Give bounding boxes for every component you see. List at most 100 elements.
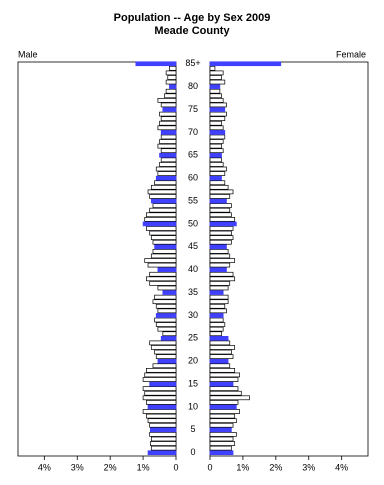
x-tick-label: 2%	[104, 462, 117, 472]
bar	[162, 331, 177, 337]
bar	[157, 143, 177, 149]
x-tick-label: 1%	[137, 462, 150, 472]
bar	[157, 171, 177, 176]
bar	[209, 285, 229, 291]
bar	[149, 381, 177, 387]
bar	[209, 134, 226, 140]
age-label: 70	[188, 127, 198, 137]
bar	[209, 317, 224, 323]
bar	[144, 372, 177, 378]
bar	[209, 436, 234, 442]
bar	[209, 70, 224, 76]
bar	[155, 303, 177, 309]
bar	[169, 65, 177, 71]
bar	[155, 313, 177, 318]
bar	[146, 212, 177, 218]
bar	[209, 409, 240, 414]
bar	[149, 271, 177, 277]
age-label: 65	[188, 150, 198, 160]
bar	[209, 377, 239, 382]
chart-subtitle: Meade County	[154, 25, 230, 37]
bar	[209, 125, 224, 131]
age-label: 15	[188, 378, 198, 388]
bar	[154, 180, 177, 186]
bar	[209, 450, 234, 456]
bar	[152, 299, 177, 305]
bar	[209, 198, 227, 204]
bar	[209, 189, 234, 195]
bar	[209, 281, 231, 286]
bar	[160, 130, 177, 135]
bar	[167, 75, 177, 80]
age-label: 85+	[185, 58, 200, 68]
bar	[142, 409, 177, 414]
bar	[209, 207, 231, 213]
bar	[209, 203, 232, 208]
bar	[209, 345, 236, 350]
bar	[149, 194, 177, 199]
bar	[209, 418, 237, 424]
bar	[147, 189, 177, 195]
bar	[209, 340, 231, 346]
bar	[209, 299, 229, 305]
x-tick-label: 2%	[269, 462, 282, 472]
bar	[147, 404, 177, 410]
age-label: 55	[188, 195, 198, 205]
bar	[149, 427, 177, 433]
bar	[157, 125, 177, 131]
bar	[209, 221, 237, 227]
bar	[209, 427, 232, 433]
bar	[209, 226, 234, 231]
bar	[152, 249, 177, 254]
bar	[209, 400, 239, 405]
bar	[160, 102, 177, 108]
bar	[209, 212, 232, 218]
age-label: 45	[188, 241, 198, 251]
legend-male: Male	[18, 49, 38, 59]
bar	[150, 445, 177, 451]
bar	[209, 354, 234, 359]
bar	[159, 162, 177, 167]
bar	[209, 313, 224, 318]
bar	[165, 88, 177, 94]
bar	[144, 390, 177, 396]
bar	[160, 134, 177, 140]
age-label: 10	[188, 401, 198, 411]
bar	[147, 418, 177, 424]
bar	[209, 88, 221, 94]
bar	[209, 148, 224, 154]
bar	[146, 276, 177, 282]
bar	[209, 267, 227, 273]
bar	[155, 166, 177, 172]
bar	[149, 230, 177, 236]
bar	[159, 139, 177, 144]
bar	[147, 262, 177, 268]
age-label: 20	[188, 356, 198, 366]
bar	[209, 216, 236, 222]
bar	[209, 386, 239, 391]
bar	[209, 253, 231, 259]
age-label: 60	[188, 173, 198, 183]
x-tick-label: 4%	[38, 462, 51, 472]
bar	[209, 308, 227, 314]
bar	[157, 267, 177, 273]
bar	[209, 143, 222, 149]
bar	[152, 203, 177, 208]
bar	[160, 148, 177, 154]
bar	[159, 111, 177, 117]
age-label: 5	[190, 424, 195, 434]
bar	[209, 120, 222, 126]
bar	[157, 308, 177, 314]
bar	[209, 107, 226, 112]
bar	[209, 180, 226, 186]
bar	[165, 70, 177, 76]
x-tick-label: 1%	[236, 462, 249, 472]
bar	[159, 120, 177, 126]
age-label: 80	[188, 81, 198, 91]
bar	[209, 441, 236, 446]
bar	[209, 349, 232, 355]
bar	[209, 432, 237, 437]
bar	[149, 340, 177, 346]
bar	[209, 166, 227, 172]
